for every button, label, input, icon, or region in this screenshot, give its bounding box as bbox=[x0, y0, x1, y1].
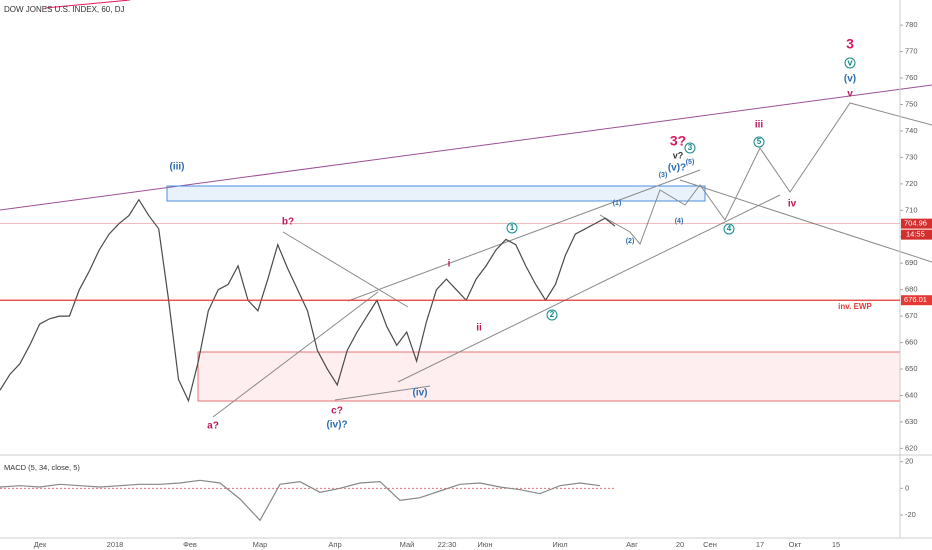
price-tag bbox=[901, 295, 932, 306]
x-tick-label: Мар bbox=[253, 540, 268, 549]
x-tick-label: Фев bbox=[183, 540, 197, 549]
wave-label: 4 bbox=[727, 224, 732, 233]
price-tag-label: 676.01 bbox=[904, 295, 927, 304]
y-tick-label: 630 bbox=[905, 417, 918, 426]
x-tick-label: 2018 bbox=[107, 540, 124, 549]
wave-label: c? bbox=[331, 406, 343, 417]
wave-label: a? bbox=[207, 421, 219, 432]
x-tick-label: Май bbox=[400, 540, 415, 549]
trend-line bbox=[212, 291, 379, 418]
zone bbox=[166, 185, 706, 202]
projection bbox=[599, 102, 932, 245]
x-tick-label: 20 bbox=[676, 540, 684, 549]
chart-title: DOW JONES U.S. INDEX, 60, DJ bbox=[4, 5, 124, 14]
wave-circle bbox=[753, 136, 765, 148]
wave-label: b? bbox=[282, 217, 294, 228]
indicator-title: MACD (5, 34, close, 5) bbox=[4, 463, 80, 472]
y-tick-label: 780 bbox=[905, 20, 918, 29]
wave-circle bbox=[506, 222, 518, 234]
wave-label: 2 bbox=[550, 310, 555, 319]
wave-label: ii bbox=[476, 323, 482, 334]
wave-label: (1) bbox=[613, 200, 622, 207]
wave-label: (4) bbox=[675, 218, 684, 225]
wave-label: (iii) bbox=[170, 162, 185, 173]
y-tick-label: 690 bbox=[905, 258, 918, 267]
y-tick-label: 730 bbox=[905, 152, 918, 161]
wave-label: (iv) bbox=[413, 388, 428, 399]
wave-lines bbox=[212, 102, 932, 418]
y-tick-label: 0 bbox=[905, 483, 909, 492]
y-tick-label: 760 bbox=[905, 73, 918, 82]
price-line bbox=[0, 198, 616, 403]
x-tick-label: Окт bbox=[789, 540, 802, 549]
trend-line bbox=[347, 169, 701, 302]
trend-line bbox=[397, 194, 781, 383]
wave-label: 3 bbox=[846, 36, 854, 52]
wave-circle bbox=[684, 142, 696, 154]
countdown: 14:55 bbox=[906, 230, 925, 239]
wave-circle bbox=[723, 223, 735, 235]
wave-label: (iv)? bbox=[326, 420, 347, 431]
y-tick-label: 640 bbox=[905, 390, 918, 399]
wave-label: iv bbox=[788, 199, 797, 210]
x-tick-label: Июл bbox=[552, 540, 567, 549]
trend-channel bbox=[0, 84, 932, 211]
trend-line bbox=[334, 385, 431, 401]
price-tag-label: 704.96 bbox=[904, 219, 927, 228]
wave-label: i bbox=[448, 259, 451, 270]
y-tick-label: 750 bbox=[905, 99, 918, 108]
x-tick-label: Апр bbox=[328, 540, 341, 549]
trend-line bbox=[679, 179, 932, 263]
y-tick-label: 680 bbox=[905, 285, 918, 294]
y-tick-label: 770 bbox=[905, 47, 918, 56]
x-tick-label: 17 bbox=[756, 540, 764, 549]
x-tick-label: Июн bbox=[477, 540, 492, 549]
wave-label: v bbox=[847, 57, 852, 67]
y-tick-label: 740 bbox=[905, 126, 918, 135]
wave-label: (5) bbox=[686, 159, 695, 166]
price-tag bbox=[901, 218, 932, 229]
drawing-line bbox=[44, 0, 131, 9]
wave-label: inv. EWP bbox=[838, 302, 872, 311]
wave-label: 3 bbox=[688, 143, 693, 152]
y-tick-label: 670 bbox=[905, 311, 918, 320]
y-tick-label: 650 bbox=[905, 364, 918, 373]
wave-label: 1 bbox=[510, 223, 515, 232]
x-tick-label: Сен bbox=[703, 540, 717, 549]
y-tick-label: 720 bbox=[905, 179, 918, 188]
x-tick-label: 22:30 bbox=[438, 540, 457, 549]
price-line bbox=[0, 479, 601, 522]
wave-label: iii bbox=[755, 120, 764, 131]
wave-label: 5 bbox=[757, 137, 762, 146]
wave-label: (2) bbox=[626, 238, 635, 245]
y-tick-label: 660 bbox=[905, 338, 918, 347]
y-tick-label: 20 bbox=[905, 457, 913, 466]
y-tick-label: 710 bbox=[905, 205, 918, 214]
x-tick-label: Дек bbox=[34, 540, 47, 549]
wave-label: v bbox=[847, 89, 853, 100]
wave-label: (v)? bbox=[668, 163, 686, 174]
wave-circle bbox=[546, 309, 558, 321]
wave-label: (3) bbox=[659, 172, 668, 179]
wave-circle bbox=[844, 57, 856, 69]
y-tick-label: 620 bbox=[905, 443, 918, 452]
zone bbox=[197, 351, 901, 402]
wave-label: 3? bbox=[670, 133, 686, 149]
x-tick-label: 15 bbox=[832, 540, 840, 549]
trend-line bbox=[282, 231, 409, 308]
y-tick-label: -20 bbox=[905, 510, 916, 519]
wave-label: v? bbox=[673, 150, 684, 160]
countdown-tag bbox=[901, 229, 932, 240]
x-tick-label: Авг bbox=[626, 540, 638, 549]
wave-label: (v) bbox=[844, 74, 856, 85]
